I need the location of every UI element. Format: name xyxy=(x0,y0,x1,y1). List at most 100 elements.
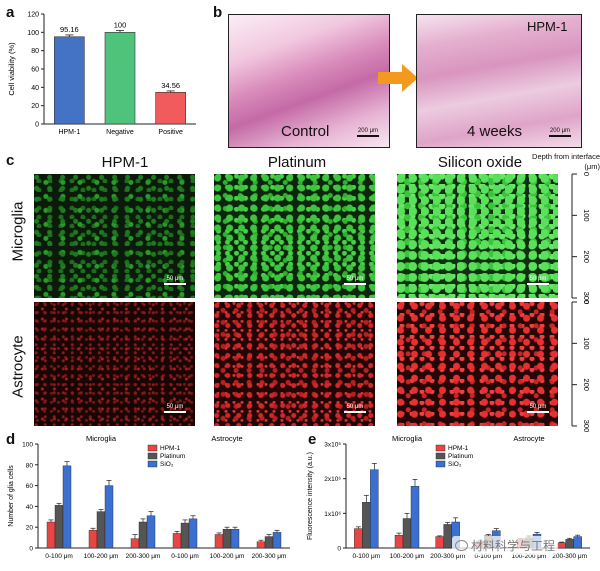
y-tick-label: 0 xyxy=(29,546,33,553)
bar xyxy=(443,524,452,549)
y-tick-label: 100 xyxy=(22,442,33,449)
y-tick-label: 0 xyxy=(337,546,341,553)
y-tick-label: 3x10⁶ xyxy=(324,442,341,449)
depth-tick-label: 100 xyxy=(582,337,591,350)
legend-swatch xyxy=(435,460,446,468)
group-title: Astrocyte xyxy=(513,434,544,443)
bar xyxy=(222,529,232,549)
y-tick-label: 60 xyxy=(26,483,34,490)
bar xyxy=(272,532,282,549)
bar xyxy=(172,533,182,549)
bar xyxy=(46,521,56,549)
legend-swatch xyxy=(147,460,158,468)
y-axis-label: Fluorescence intensity (a.u.) xyxy=(307,452,314,540)
depth-tick-label: 300 xyxy=(582,420,591,432)
bar xyxy=(354,528,363,549)
panel-label-d: d xyxy=(6,431,16,448)
bar xyxy=(155,92,186,125)
row-label-microglia: Microglia xyxy=(9,201,27,262)
bar xyxy=(435,536,444,549)
y-tick-label: 1x10⁶ xyxy=(324,511,341,518)
x-tick-label: 0-100 μm xyxy=(353,553,381,560)
legend-swatch xyxy=(147,452,158,460)
group-title: Astrocyte xyxy=(211,434,242,443)
bar xyxy=(104,485,114,549)
bar xyxy=(230,529,240,549)
depth-title: Depth from interface (μm) xyxy=(532,152,600,171)
bar xyxy=(54,505,64,549)
bar xyxy=(130,538,140,549)
astrocyte-platinum-image: 50 μm xyxy=(214,302,375,426)
column-header-silicon-oxide: Silicon oxide xyxy=(437,154,523,171)
bar xyxy=(402,518,412,549)
microglia-platinum-image: 50 μm xyxy=(214,174,375,298)
control-label: Control xyxy=(281,123,330,140)
x-tick-label: HPM-1 xyxy=(58,129,80,136)
histology-control-image: Control 200 μm xyxy=(228,14,390,148)
scale-bar-label: 50 μm xyxy=(529,404,547,410)
chart-d: 0 20 40 60 80 100 Number of glia cells Microgli… xyxy=(8,434,290,560)
y-tick-label: 20 xyxy=(31,103,39,110)
y-tick-label: 80 xyxy=(26,462,34,469)
arrow-icon xyxy=(378,64,418,92)
sample-label: HPM-1 xyxy=(527,19,568,34)
scale-bar-label: 50 μm xyxy=(166,276,184,282)
bar xyxy=(146,515,156,549)
weeks-label: 4 weeks xyxy=(467,123,523,140)
legend-entry: HPM-1 xyxy=(448,445,469,452)
bar xyxy=(188,518,198,549)
microglia-sio2-image: 50 μm xyxy=(397,174,558,298)
y-tick-label: 100 xyxy=(27,30,39,37)
scale-bar: 50 μm xyxy=(527,404,549,413)
scale-bar-label: 50 μm xyxy=(346,276,364,282)
bar xyxy=(362,502,371,549)
bar xyxy=(88,530,98,549)
x-tick-label: Positive xyxy=(158,129,183,136)
data-label: 100 xyxy=(114,21,127,30)
watermark-text: 材料科学与工程 xyxy=(471,539,556,553)
bar xyxy=(62,465,72,549)
legend-swatch xyxy=(147,444,158,452)
scale-bar-label: 50 μm xyxy=(166,404,184,410)
scale-bar-label: 50 μm xyxy=(529,276,547,282)
panel-label-a: a xyxy=(6,4,15,21)
group-title: Microglia xyxy=(392,434,423,443)
x-tick-label: 200-300 μm xyxy=(552,553,587,560)
histology-4weeks-image: HPM-1 4 weeks 200 μm xyxy=(416,14,582,148)
astrocyte-hpm1-image: 50 μm xyxy=(34,302,195,426)
bar xyxy=(394,534,404,549)
x-tick-label: 200-300 μm xyxy=(252,553,287,560)
y-tick-label: 80 xyxy=(31,48,39,55)
y-tick-label: 120 xyxy=(27,12,39,19)
scale-bar-label: 50 μm xyxy=(346,404,364,410)
depth-tick-label: 200 xyxy=(582,250,591,263)
wechat-icon xyxy=(455,540,468,551)
astrocyte-sio2-image: 50 μm xyxy=(397,302,558,426)
x-tick-label: 0-100 μm xyxy=(45,553,73,560)
y-tick-label: 60 xyxy=(31,67,39,74)
bar xyxy=(104,32,136,125)
scale-bar: 50 μm xyxy=(164,404,186,413)
scale-bar-control: 200 μm xyxy=(357,128,379,137)
y-tick-label: 20 xyxy=(26,525,34,532)
data-label: 34.56 xyxy=(161,81,180,90)
y-tick-label: 40 xyxy=(31,85,39,92)
legend-entry: Platinum xyxy=(448,453,473,460)
microglia-hpm1-image: 50 μm xyxy=(34,174,195,298)
x-tick-label: 0-100 μm xyxy=(475,553,503,560)
group-title: Microglia xyxy=(86,434,117,443)
x-tick-label: 100-200 μm xyxy=(210,553,245,560)
y-tick-label: 0 xyxy=(35,122,39,129)
x-tick-label: 200-300 μm xyxy=(126,553,161,560)
bar xyxy=(180,522,190,549)
y-axis-label: Number of glia cells xyxy=(8,465,15,527)
bar xyxy=(565,539,574,549)
legend-swatch xyxy=(435,452,446,460)
legend-entry: SiO₂ xyxy=(160,461,174,468)
scale-bar: 50 μm xyxy=(527,276,549,285)
bar xyxy=(256,541,266,549)
depth-tick-label: 100 xyxy=(582,209,591,222)
scale-bar: 50 μm xyxy=(344,404,366,413)
scale-bar-4weeks: 200 μm xyxy=(549,128,571,137)
